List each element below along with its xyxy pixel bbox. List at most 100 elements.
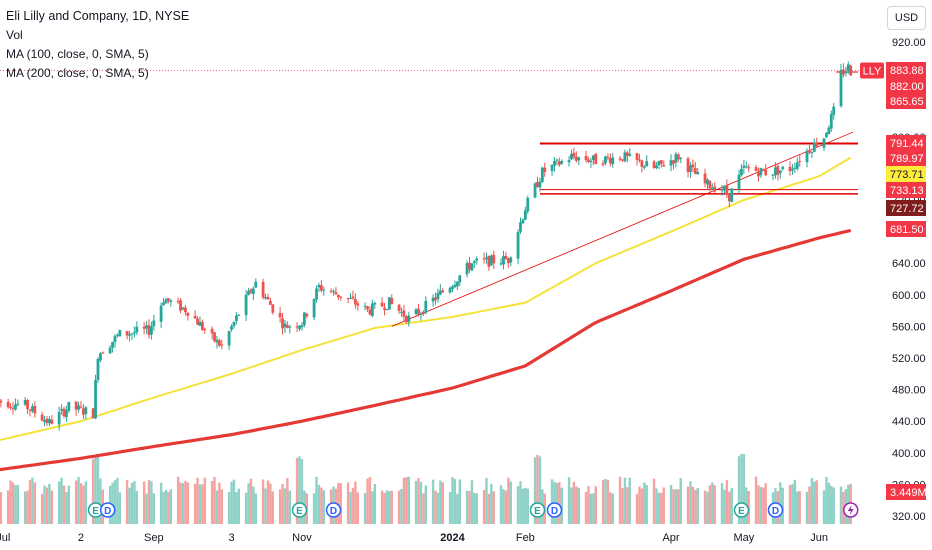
- volume-bar: [261, 479, 265, 524]
- candle-body: [363, 305, 367, 307]
- candle-body: [99, 353, 102, 361]
- candle-body: [555, 159, 559, 161]
- dividend-icon: [99, 502, 116, 518]
- volume-bar: [589, 493, 593, 524]
- volume-bar: [830, 485, 833, 524]
- candle-body: [441, 290, 445, 293]
- volume-bar: [159, 482, 163, 524]
- volume-bar: [577, 487, 580, 524]
- volume-bar: [50, 490, 54, 524]
- candle-body: [691, 164, 695, 168]
- currency-button[interactable]: USD: [887, 6, 926, 30]
- candle-body: [642, 166, 646, 168]
- volume-bar: [77, 477, 80, 524]
- candle-body: [472, 261, 476, 263]
- candle-body: [193, 315, 197, 319]
- candle-body: [810, 152, 814, 154]
- candle-body: [623, 152, 627, 162]
- candle-body: [268, 300, 272, 305]
- volume-bar: [737, 456, 741, 524]
- volume-bar: [538, 456, 542, 524]
- volume-bar: [424, 485, 427, 524]
- candle-body: [118, 330, 122, 337]
- volume-bar: [210, 481, 214, 524]
- candle-body: [210, 328, 214, 334]
- candle-body: [147, 325, 151, 336]
- candle-body: [492, 254, 496, 264]
- candle-body: [370, 303, 374, 316]
- candle-body: [421, 311, 425, 314]
- candle-body: [424, 300, 428, 313]
- volume-bar: [723, 489, 726, 524]
- ma200-indicator-label[interactable]: MA (200, close, 0, SMA, 5): [6, 66, 149, 80]
- volume-bar: [623, 477, 627, 524]
- candle-body: [285, 325, 289, 328]
- volume-bar: [237, 488, 241, 524]
- volume-bar: [128, 487, 131, 524]
- candle-body: [740, 168, 743, 176]
- candle-body: [621, 159, 624, 161]
- candle-body: [249, 289, 253, 293]
- volume-bar: [742, 454, 746, 524]
- candle-body: [0, 400, 3, 403]
- ma100-indicator-label[interactable]: MA (100, close, 0, SMA, 5): [6, 47, 149, 61]
- volume-bar: [283, 488, 287, 524]
- volume-bar: [271, 491, 275, 524]
- candle-body: [407, 315, 411, 322]
- volume-bar: [400, 489, 403, 524]
- candle-body: [499, 263, 503, 265]
- ma100-line: [0, 156, 852, 442]
- volume-bar: [640, 488, 644, 524]
- volume-bar: [278, 489, 282, 524]
- volume-bar: [193, 483, 197, 524]
- price-label-box: [886, 166, 926, 182]
- time-tick-label: Jul: [0, 532, 10, 544]
- price-tick-label: 520.00: [892, 353, 926, 365]
- symbol-title[interactable]: Eli Lilly and Company, 1D, NYSE: [6, 9, 190, 23]
- volume-bar: [96, 455, 100, 524]
- volume-bar: [317, 484, 321, 524]
- price-label-box: [886, 78, 926, 94]
- earnings-icon-letter: E: [738, 506, 745, 517]
- candle-body: [679, 157, 683, 159]
- candle-body: [708, 180, 712, 189]
- volume-bar: [62, 485, 66, 524]
- candle-body: [849, 65, 853, 76]
- volume-bar: [458, 479, 461, 524]
- price-label-box: [886, 200, 926, 216]
- volume-bar: [118, 492, 122, 524]
- candle-body: [723, 186, 726, 190]
- candle-body: [295, 326, 299, 328]
- volume-bar: [434, 490, 437, 524]
- candle-body: [329, 290, 333, 292]
- volume-bar: [509, 481, 512, 524]
- candle-body: [465, 263, 469, 275]
- volume-bar: [312, 493, 316, 524]
- volume-bar: [791, 484, 794, 524]
- volume-bar: [16, 484, 20, 524]
- candle-body: [113, 336, 117, 342]
- candle-body: [725, 185, 729, 195]
- volume-bar: [781, 487, 784, 524]
- candle-body: [181, 307, 185, 310]
- volume-bar: [417, 477, 420, 524]
- candle-body: [67, 401, 71, 411]
- volume-bar: [33, 482, 37, 524]
- candle-body: [458, 275, 462, 283]
- volume-bar: [218, 482, 221, 524]
- candle-body: [572, 152, 576, 157]
- price-tick-label: 920.00: [892, 37, 926, 49]
- volume-bar: [215, 490, 219, 524]
- symbol-tag-text: LLY: [863, 66, 882, 78]
- price-label-text: 773.71: [890, 169, 924, 181]
- time-tick-label: 3: [228, 532, 234, 544]
- volume-bar: [213, 476, 216, 524]
- candle-body: [164, 299, 168, 304]
- candle-body: [14, 404, 17, 410]
- volume-bar: [456, 493, 459, 524]
- volume-bar: [728, 491, 731, 524]
- volume-bar: [116, 477, 119, 524]
- volume-bar: [504, 490, 508, 524]
- volume-indicator-label[interactable]: Vol: [6, 28, 23, 42]
